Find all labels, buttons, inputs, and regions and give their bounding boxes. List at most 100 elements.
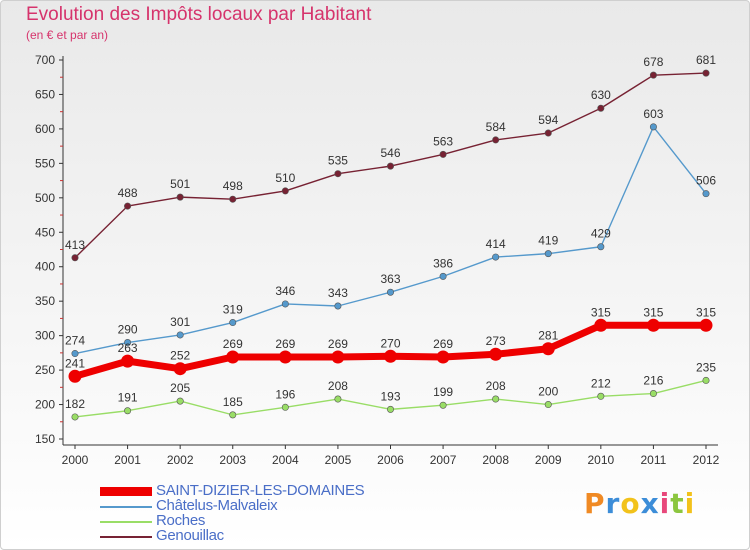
data-point: [71, 350, 79, 358]
proxiti-logo: Proxiti: [584, 487, 695, 520]
data-point: [229, 195, 237, 203]
data-point: [544, 401, 552, 409]
data-label: 363: [380, 272, 400, 286]
data-label: 498: [223, 179, 243, 193]
data-label: 315: [643, 305, 663, 319]
data-label: 535: [328, 154, 348, 168]
logo-letter: r: [605, 487, 621, 520]
x-tick-label: 2003: [219, 453, 246, 467]
data-point: [436, 350, 450, 364]
data-point: [594, 318, 608, 332]
data-label: 269: [223, 337, 243, 351]
data-point: [173, 362, 187, 376]
data-point: [226, 350, 240, 364]
chart-title: Evolution des Impôts locaux par Habitant: [26, 4, 372, 25]
data-label: 199: [433, 385, 453, 399]
data-label: 429: [591, 227, 611, 241]
legend-label-chatelus: Châtelus-Malvaleix: [156, 497, 278, 514]
data-label: 319: [223, 303, 243, 317]
logo-letter: P: [584, 487, 606, 520]
y-tick-label: 150: [35, 432, 55, 446]
data-label: 290: [118, 323, 138, 337]
x-tick-label: 2002: [167, 453, 194, 467]
x-tick-label: 2009: [535, 453, 562, 467]
y-tick-label: 450: [35, 225, 55, 239]
data-label: 584: [486, 120, 506, 134]
logo-letter: o: [620, 487, 641, 520]
data-label: 270: [380, 336, 400, 350]
x-tick-label: 2004: [272, 453, 299, 467]
y-tick-label: 200: [35, 398, 55, 412]
data-label: 191: [118, 391, 138, 405]
data-label: 678: [643, 55, 663, 69]
data-point: [176, 331, 184, 339]
legend-swatch-saint-dizier: [100, 487, 152, 496]
y-tick-label: 650: [35, 87, 55, 101]
data-point: [439, 150, 447, 158]
x-tick-label: 2012: [693, 453, 720, 467]
legend-swatch-chatelus: [100, 506, 152, 508]
data-label: 196: [275, 387, 295, 401]
data-point: [492, 395, 500, 403]
data-label: 506: [696, 174, 716, 188]
data-point: [229, 319, 237, 327]
data-point: [334, 170, 342, 178]
data-label: 315: [696, 305, 716, 319]
data-label: 274: [65, 334, 85, 348]
data-label: 681: [696, 53, 716, 67]
data-label: 281: [538, 329, 558, 343]
legend-label-roches: Roches: [156, 512, 206, 529]
data-point: [71, 413, 79, 421]
data-label: 208: [328, 379, 348, 393]
data-point: [541, 342, 555, 356]
data-label: 182: [65, 397, 85, 411]
y-tick-label: 700: [35, 53, 55, 67]
data-label: 501: [170, 177, 190, 191]
data-label: 301: [170, 315, 190, 329]
data-label: 273: [486, 334, 506, 348]
x-tick-label: 2000: [62, 453, 89, 467]
data-label: 208: [486, 379, 506, 393]
data-point: [121, 354, 135, 368]
x-tick-label: 2001: [114, 453, 141, 467]
y-tick-label: 400: [35, 260, 55, 274]
x-tick-label: 2007: [430, 453, 457, 467]
data-point: [702, 69, 710, 77]
data-label: 269: [433, 337, 453, 351]
data-point: [649, 390, 657, 398]
logo-letter: i: [684, 487, 696, 520]
data-point: [439, 401, 447, 409]
data-point: [702, 376, 710, 384]
x-tick-label: 2008: [482, 453, 509, 467]
chart-subtitle: (en € et par an): [26, 28, 109, 42]
logo-letter: x: [640, 487, 660, 520]
data-label: 630: [591, 88, 611, 102]
data-label: 263: [118, 341, 138, 355]
data-point: [544, 129, 552, 137]
data-point: [699, 318, 713, 332]
data-point: [124, 339, 132, 347]
data-point: [492, 136, 500, 144]
data-point: [597, 104, 605, 112]
data-label: 235: [696, 360, 716, 374]
y-tick-label: 600: [35, 122, 55, 136]
data-point: [544, 250, 552, 258]
legend-swatch-genouillac: [100, 536, 152, 538]
data-point: [597, 392, 605, 400]
data-label: 603: [643, 107, 663, 121]
data-point: [334, 395, 342, 403]
data-point: [281, 300, 289, 308]
legend-label-saint-dizier: SAINT-DIZIER-LES-DOMAINES: [156, 482, 365, 499]
logo-letter: t: [670, 487, 685, 520]
y-tick-label: 250: [35, 363, 55, 377]
data-label: 594: [538, 113, 558, 127]
y-tick-label: 300: [35, 329, 55, 343]
data-label: 205: [170, 381, 190, 395]
data-label: 193: [380, 389, 400, 403]
data-label: 185: [223, 395, 243, 409]
data-point: [649, 71, 657, 79]
x-tick-label: 2011: [641, 453, 667, 467]
data-point: [489, 347, 503, 361]
data-point: [68, 369, 82, 383]
